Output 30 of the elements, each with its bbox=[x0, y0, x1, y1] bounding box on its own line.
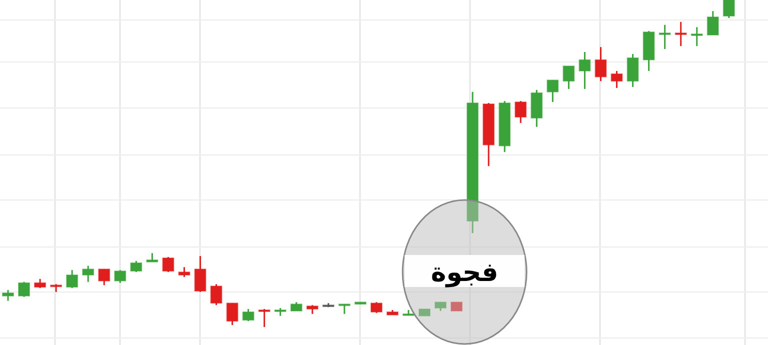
candlestick bbox=[370, 301, 382, 314]
candlestick bbox=[114, 269, 126, 284]
candlestick bbox=[194, 255, 206, 293]
candlestick bbox=[610, 70, 623, 89]
candlestick bbox=[2, 289, 14, 302]
candlestick bbox=[514, 100, 527, 124]
candlestick bbox=[562, 65, 575, 90]
candlestick bbox=[178, 266, 190, 278]
candlestick bbox=[18, 281, 30, 298]
candlestick bbox=[162, 256, 174, 273]
candlestick bbox=[226, 302, 238, 326]
candlestick bbox=[242, 308, 254, 322]
candlestick bbox=[706, 10, 719, 36]
candlestick bbox=[578, 51, 591, 90]
candlestick bbox=[674, 21, 687, 47]
candlestick bbox=[66, 269, 78, 289]
candlestick bbox=[338, 303, 350, 315]
candlestick bbox=[722, 0, 735, 19]
candlestick bbox=[626, 53, 639, 88]
candlestick bbox=[258, 308, 270, 328]
candlestick bbox=[210, 283, 222, 306]
candlestick bbox=[690, 26, 703, 47]
candlestick bbox=[34, 278, 46, 289]
candlestick bbox=[546, 79, 559, 103]
candlestick bbox=[82, 265, 94, 283]
candlestick bbox=[130, 260, 142, 273]
candlestick bbox=[98, 268, 110, 286]
annotation: فجوة bbox=[430, 258, 498, 288]
candlestick bbox=[594, 46, 607, 82]
candlestick bbox=[658, 24, 671, 50]
